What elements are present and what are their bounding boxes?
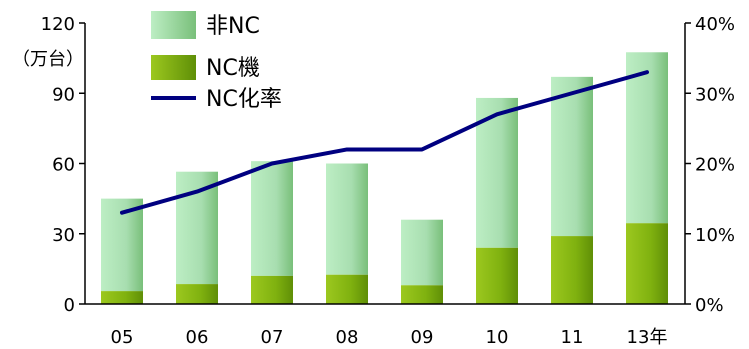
legend: 非NC NC機 NC化率 — [151, 11, 282, 112]
left-axis-unit-label: （万台） — [12, 49, 84, 70]
bar-nc-5 — [476, 247, 518, 304]
y-right-tick-label-2: 20% — [695, 155, 735, 176]
bar-non-nc-3 — [326, 163, 368, 275]
bar-nc-2 — [251, 275, 293, 304]
y-right-tick-label-3: 30% — [695, 84, 735, 105]
bar-nc-7 — [626, 223, 668, 304]
y-left-tick-label-2: 60 — [52, 155, 75, 176]
legend-swatch-non-nc — [151, 11, 196, 39]
x-tick-label-1: 06 — [186, 327, 209, 348]
bar-non-nc-1 — [176, 171, 218, 285]
y-left-tick-label-3: 90 — [52, 84, 75, 105]
line-layer — [120, 70, 649, 215]
x-tick-label-0: 05 — [111, 327, 134, 348]
legend-label-non-nc: 非NC — [206, 14, 260, 39]
y-left-tick-label-4: 120 — [41, 14, 75, 35]
y-ticks-right-layer: 0% 10% 20% 30% 40% — [685, 14, 735, 316]
bar-non-nc-6 — [551, 76, 593, 237]
y-left-tick-label-1: 30 — [52, 225, 75, 246]
x-axis-layer: 05 06 07 08 09 10 11 13年 — [85, 303, 685, 348]
y-right-tick-label-1: 10% — [695, 225, 735, 246]
x-tick-label-3: 08 — [336, 327, 359, 348]
legend-label-nc-rate: NC化率 — [206, 87, 282, 112]
x-tick-label-6: 11 — [561, 327, 584, 348]
y-right-tick-label-0: 0% — [695, 295, 724, 316]
bar-non-nc-7 — [626, 52, 668, 224]
legend-label-nc: NC機 — [206, 56, 260, 81]
bars-layer — [101, 52, 668, 304]
x-tick-label-2: 07 — [261, 327, 284, 348]
x-tick-label-5: 10 — [486, 327, 509, 348]
x-tick-label-4: 09 — [411, 327, 434, 348]
bar-nc-1 — [176, 284, 218, 304]
y-left-tick-label-0: 0 — [64, 295, 75, 316]
bar-nc-4 — [401, 285, 443, 304]
bar-non-nc-4 — [401, 219, 443, 286]
bar-nc-3 — [326, 274, 368, 304]
x-tick-label-7: 13年 — [627, 327, 668, 348]
y-right-tick-label-4: 40% — [695, 14, 735, 35]
bar-nc-0 — [101, 291, 143, 304]
legend-swatch-nc — [151, 55, 196, 80]
bar-non-nc-2 — [251, 161, 293, 276]
y-ticks-left-layer: 0 30 60 90 120 — [41, 14, 85, 316]
bar-nc-6 — [551, 236, 593, 304]
nc-rate-line — [120, 70, 649, 215]
